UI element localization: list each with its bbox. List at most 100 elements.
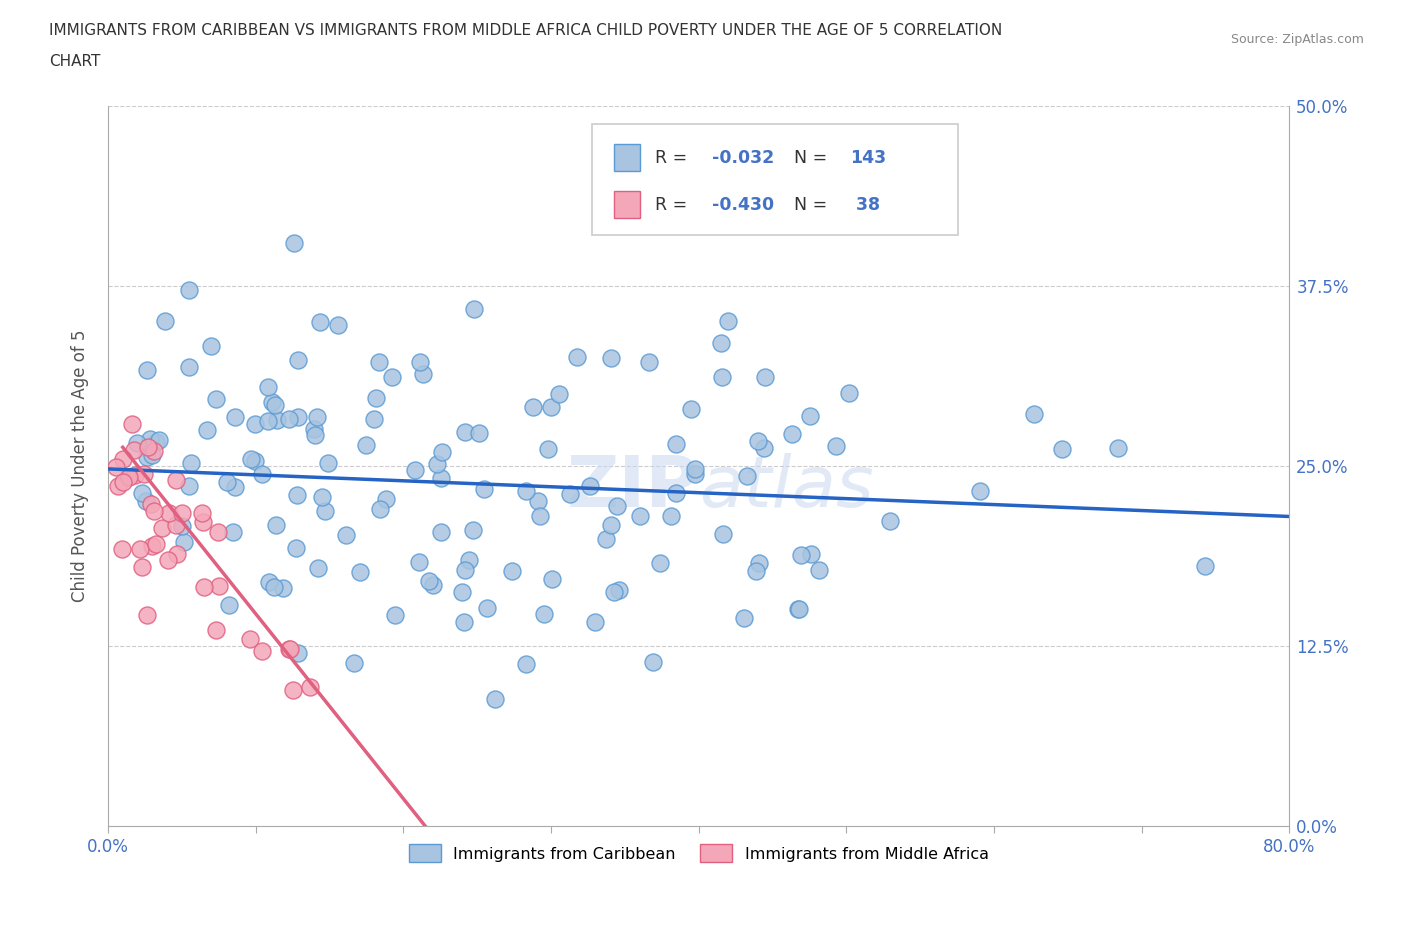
Point — [157, 553, 180, 568]
Point — [250, 644, 273, 658]
Point — [287, 645, 309, 660]
Point — [343, 656, 366, 671]
Point — [135, 494, 157, 509]
Point — [193, 514, 215, 529]
Point — [600, 350, 623, 365]
Text: CHART: CHART — [49, 54, 101, 69]
Point — [239, 632, 262, 647]
Point — [170, 506, 193, 521]
Point — [501, 564, 523, 578]
Point — [278, 642, 301, 657]
Point — [266, 517, 288, 532]
Point — [124, 468, 146, 483]
Point — [463, 301, 485, 316]
Point — [105, 460, 128, 475]
Point — [681, 402, 703, 417]
Point — [838, 385, 860, 400]
Point — [111, 452, 134, 467]
Point — [278, 642, 301, 657]
Point — [239, 451, 262, 466]
Point — [136, 440, 159, 455]
Point — [754, 369, 776, 384]
Point — [257, 413, 280, 428]
Point — [426, 457, 449, 472]
Point — [665, 436, 688, 451]
Point — [257, 575, 280, 590]
Point — [1107, 441, 1129, 456]
Point — [298, 679, 321, 694]
Point — [541, 572, 564, 587]
Point — [139, 432, 162, 446]
Point — [195, 423, 218, 438]
Point — [1022, 406, 1045, 421]
Point — [807, 563, 830, 578]
Point — [533, 607, 555, 622]
Point — [135, 449, 157, 464]
Point — [112, 475, 135, 490]
Point — [128, 542, 150, 557]
Text: atlas: atlas — [699, 453, 873, 522]
Point — [141, 538, 163, 553]
Point — [548, 387, 571, 402]
Point — [215, 474, 238, 489]
Point — [368, 501, 391, 516]
Point — [172, 518, 194, 533]
Point — [558, 486, 581, 501]
Point — [800, 547, 823, 562]
Point — [745, 564, 768, 578]
Point — [150, 521, 173, 536]
Point — [136, 362, 159, 377]
Point — [180, 456, 202, 471]
Point — [606, 498, 628, 513]
Point — [191, 506, 214, 521]
Point — [368, 355, 391, 370]
Text: 143: 143 — [849, 149, 886, 166]
Point — [583, 615, 606, 630]
Point — [422, 578, 444, 592]
Point — [430, 471, 453, 485]
Point — [408, 554, 430, 569]
Point — [565, 350, 588, 365]
Point — [790, 548, 813, 563]
Point — [131, 485, 153, 500]
Point — [600, 517, 623, 532]
Point — [131, 560, 153, 575]
Point — [263, 398, 285, 413]
Legend: Immigrants from Caribbean, Immigrants from Middle Africa: Immigrants from Caribbean, Immigrants fr… — [402, 838, 995, 869]
Point — [257, 379, 280, 394]
Point — [683, 462, 706, 477]
Point — [454, 563, 477, 578]
Text: ZIP: ZIP — [567, 453, 699, 522]
Point — [118, 470, 141, 485]
Point — [752, 440, 775, 455]
Point — [141, 497, 163, 512]
Text: R =: R = — [655, 195, 693, 214]
Point — [710, 336, 733, 351]
Point — [451, 585, 474, 600]
Point — [136, 607, 159, 622]
Point — [111, 541, 134, 556]
Point — [484, 691, 506, 706]
Point — [384, 608, 406, 623]
Point — [145, 435, 167, 450]
Point — [1194, 559, 1216, 574]
Text: N =: N = — [794, 149, 832, 166]
Y-axis label: Child Poverty Under the Age of 5: Child Poverty Under the Age of 5 — [72, 330, 89, 603]
Point — [263, 579, 285, 594]
Point — [529, 509, 551, 524]
Point — [711, 526, 734, 541]
Text: IMMIGRANTS FROM CARIBBEAN VS IMMIGRANTS FROM MIDDLE AFRICA CHILD POVERTY UNDER T: IMMIGRANTS FROM CARIBBEAN VS IMMIGRANTS … — [49, 23, 1002, 38]
Point — [522, 399, 544, 414]
Point — [748, 555, 770, 570]
Point — [733, 611, 755, 626]
Point — [475, 600, 498, 615]
Point — [143, 503, 166, 518]
Point — [799, 408, 821, 423]
Text: -0.032: -0.032 — [711, 149, 773, 166]
Point — [309, 314, 332, 329]
Point — [408, 354, 430, 369]
Point — [364, 391, 387, 405]
Point — [302, 422, 325, 437]
Point — [375, 492, 398, 507]
Point — [207, 525, 229, 540]
